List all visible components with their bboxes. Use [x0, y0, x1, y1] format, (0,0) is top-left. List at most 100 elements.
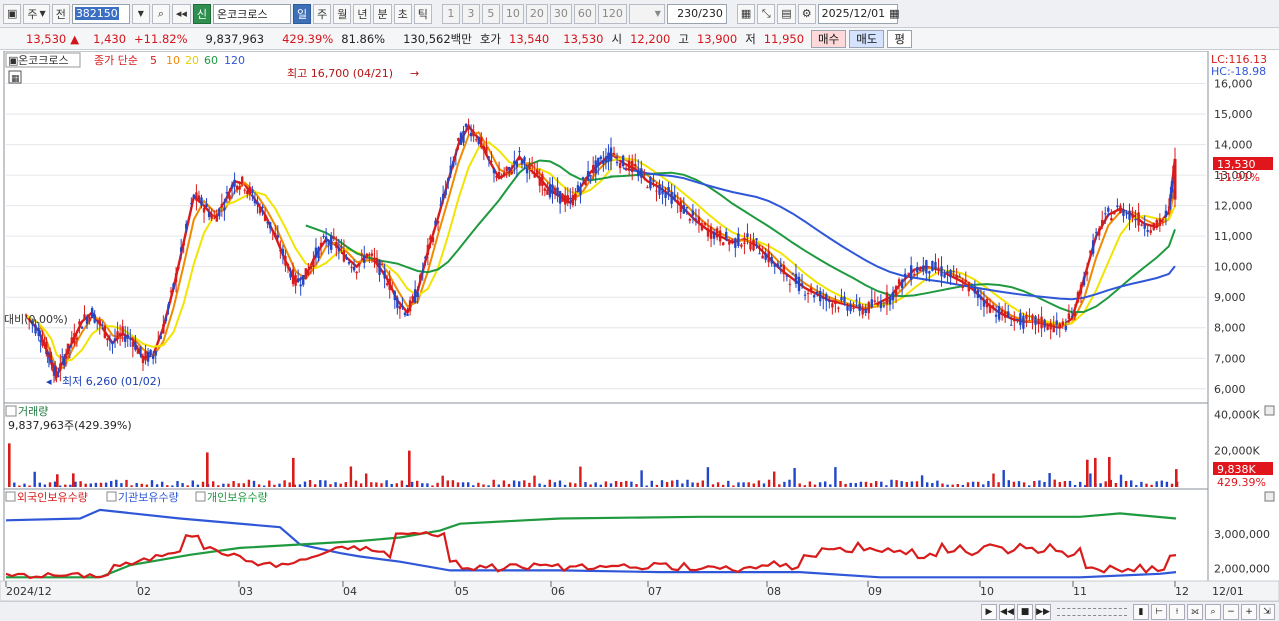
volume-bar: [920, 475, 924, 487]
interval-dropdown[interactable]: ▼: [628, 3, 665, 24]
volume-close-icon[interactable]: [1264, 405, 1275, 416]
period-tab-month[interactable]: 월: [333, 3, 352, 24]
stock-name-field[interactable]: 온코크로스: [212, 3, 291, 24]
period-tab-minute[interactable]: 분: [373, 3, 392, 24]
new-button[interactable]: 신: [192, 3, 211, 24]
ma-20: 20: [185, 54, 199, 67]
forward-icon[interactable]: ▶▶: [1035, 603, 1051, 620]
calc-icon[interactable]: [8, 70, 22, 84]
period-tab-tick[interactable]: 틱: [413, 3, 432, 24]
interval-3[interactable]: 3: [461, 3, 480, 24]
candle-body: [858, 303, 861, 311]
candle-body: [233, 179, 236, 187]
volume-bar: [502, 480, 506, 487]
interval-60[interactable]: 60: [573, 3, 596, 24]
zoom-icon[interactable]: ⌕: [1205, 603, 1221, 620]
zoom-slider[interactable]: [1057, 607, 1127, 616]
ruler-icon[interactable]: ⊢: [1151, 603, 1167, 620]
interval-20[interactable]: 20: [525, 3, 548, 24]
sell-button[interactable]: 매도: [849, 29, 885, 48]
interval-5[interactable]: 5: [481, 3, 500, 24]
code-dropdown-button[interactable]: ▼: [131, 3, 150, 24]
interval-10[interactable]: 10: [501, 3, 524, 24]
volume-bar: [405, 484, 409, 487]
volume-bar: [778, 484, 781, 487]
period-tab-year[interactable]: 년: [353, 3, 372, 24]
type-selector[interactable]: 주 ▼: [23, 3, 50, 24]
volume-bar: [849, 482, 852, 487]
volume-bar: [1017, 481, 1021, 487]
candle-body: [631, 160, 634, 173]
volume-bar: [987, 480, 990, 487]
count-field[interactable]: 230/230: [666, 3, 727, 24]
volume-bar: [56, 474, 59, 487]
candle-body: [39, 340, 42, 343]
volume-bar: [390, 483, 393, 487]
pin-icon[interactable]: ⟊: [1169, 603, 1185, 620]
x-axis-label: 04: [343, 585, 357, 598]
candle-body: [444, 189, 447, 196]
candle-body: [812, 295, 816, 298]
chart-svg[interactable]: 16,000 15,000 14,000 13,000 12,000 11,000 10,0…: [0, 50, 1279, 602]
stop-icon[interactable]: ■: [1017, 603, 1033, 620]
candle-body: [861, 309, 864, 315]
volume-bar: [1135, 485, 1138, 487]
minus-icon[interactable]: −: [1223, 603, 1239, 620]
stock-code-input[interactable]: 382150: [71, 3, 130, 24]
volume-panel-icon[interactable]: [5, 405, 17, 417]
candle-body: [746, 233, 749, 237]
prev-button[interactable]: 전: [51, 3, 70, 24]
period-tab-day[interactable]: 일: [292, 3, 312, 24]
count-value: 230: [677, 7, 699, 20]
period-tab-second[interactable]: 초: [393, 3, 412, 24]
volume-bar: [1099, 483, 1102, 487]
volume-bar: [385, 480, 388, 487]
measure-icon[interactable]: ⟗: [1187, 603, 1203, 620]
rewind-icon[interactable]: ◀◀: [999, 603, 1015, 620]
candle-body: [197, 195, 201, 202]
reset-icon[interactable]: ⇲: [1259, 603, 1275, 620]
candle-body: [579, 188, 582, 195]
save-icon[interactable]: ▤: [777, 3, 796, 24]
plus-icon[interactable]: +: [1241, 603, 1257, 620]
window-icon[interactable]: ▣: [3, 3, 22, 24]
holding-close-icon[interactable]: [1264, 491, 1275, 502]
gear-icon[interactable]: ⚙: [797, 3, 816, 24]
date-field[interactable]: 2025/12/01 ▦: [817, 3, 900, 24]
buy-button[interactable]: 매수: [811, 29, 847, 48]
eval-button[interactable]: 평: [887, 29, 912, 48]
high-arrow-icon: →: [410, 67, 419, 80]
candle-body: [916, 266, 919, 273]
candle-body: [703, 222, 707, 225]
volume-bar: [1119, 474, 1123, 487]
candle-body: [743, 242, 746, 244]
legend-institution-icon: [106, 491, 117, 502]
volume-bar: [166, 485, 169, 487]
candle-body: [922, 265, 925, 272]
search-icon[interactable]: ⌕: [151, 3, 170, 24]
chevron-down-icon: ▼: [39, 9, 46, 18]
volume-current-pct: 429.39%: [1217, 476, 1266, 489]
candle-body: [688, 219, 692, 221]
scroll-right-icon[interactable]: ▶: [981, 603, 997, 620]
interval-30[interactable]: 30: [549, 3, 572, 24]
interval-1[interactable]: 1: [441, 3, 460, 24]
candle-body: [934, 261, 937, 270]
holding-panel-icon[interactable]: [5, 491, 16, 502]
candle-body: [52, 370, 56, 376]
volume-bar: [380, 483, 383, 487]
calendar-icon[interactable]: ▦: [889, 7, 900, 20]
candle-body: [345, 257, 348, 259]
chart-area[interactable]: 16,000 15,000 14,000 13,000 12,000 11,000 10,0…: [0, 50, 1279, 602]
speaker-icon[interactable]: ◂◂: [171, 3, 191, 24]
grid-icon[interactable]: ▦: [736, 3, 756, 24]
interval-120[interactable]: 120: [597, 3, 627, 24]
candle-body: [218, 208, 221, 217]
bar-icon[interactable]: ▮: [1133, 603, 1149, 620]
period-tab-week[interactable]: 주: [313, 3, 332, 24]
candle-body: [843, 296, 846, 302]
crosshair-icon[interactable]: ⤡: [757, 3, 776, 24]
volume-bar: [232, 481, 235, 487]
candle-body: [1025, 314, 1028, 319]
volume-bar: [18, 485, 21, 487]
